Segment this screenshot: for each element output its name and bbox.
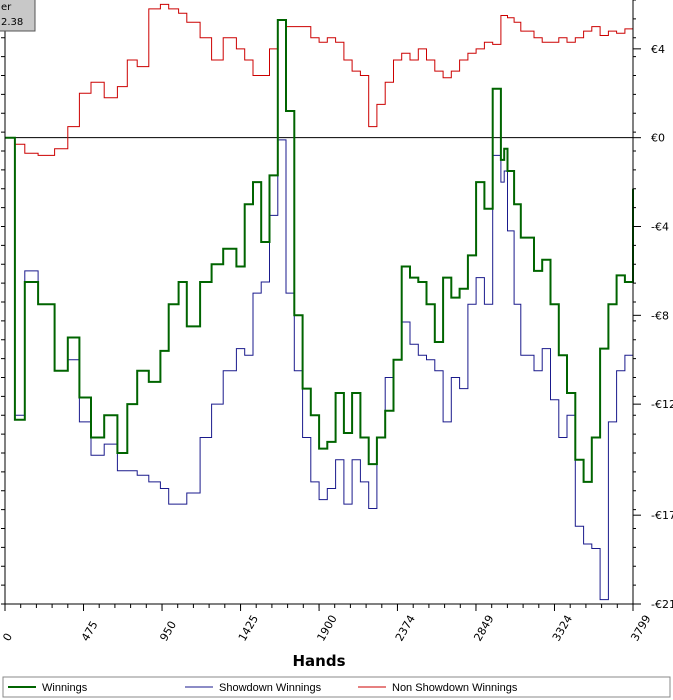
- corner-badge: er 2.38: [0, 0, 36, 32]
- plot-background: [5, 0, 633, 604]
- legend-label: Showdown Winnings: [219, 682, 322, 694]
- legend-label: Non Showdown Winnings: [392, 682, 518, 694]
- y-tick-label: -€21: [651, 598, 673, 611]
- plot-area: [5, 0, 633, 604]
- y-tick-label: €0: [651, 132, 665, 145]
- corner-badge-box: [0, 0, 36, 32]
- x-tick-label: 0: [0, 631, 15, 644]
- x-tick-label: 2374: [393, 613, 418, 644]
- series-line-winnings: [5, 19, 634, 483]
- y-tick-label: -€8: [651, 309, 669, 322]
- legend: Winnings Showdown Winnings Non Showdown Wi…: [2, 676, 671, 698]
- y-tick-label: €4: [651, 43, 665, 56]
- x-tick-label: 2849: [471, 613, 496, 644]
- series-line-non-showdown-winnings: [5, 3, 634, 156]
- legend-box: [2, 676, 671, 698]
- y-tick-label: -€17: [651, 509, 673, 522]
- x-tick-label: 1900: [314, 613, 339, 644]
- legend-label: Winnings: [42, 682, 88, 694]
- x-tick-label: 950: [157, 619, 179, 644]
- x-tick-label: 3799: [628, 613, 653, 644]
- corner-badge-line2: 2.38: [1, 17, 23, 28]
- x-tick-label: 1425: [236, 613, 261, 644]
- corner-badge-line1: er: [1, 2, 12, 13]
- x-tick-label: 3324: [550, 613, 575, 644]
- x-tick-label: 475: [79, 619, 101, 644]
- x-axis-label: Hands: [292, 652, 345, 670]
- y-tick-label: -€12: [651, 398, 673, 411]
- series-layer: [5, 3, 634, 601]
- series-line-showdown-winnings: [5, 137, 634, 601]
- y-tick-label: -€4: [651, 221, 669, 234]
